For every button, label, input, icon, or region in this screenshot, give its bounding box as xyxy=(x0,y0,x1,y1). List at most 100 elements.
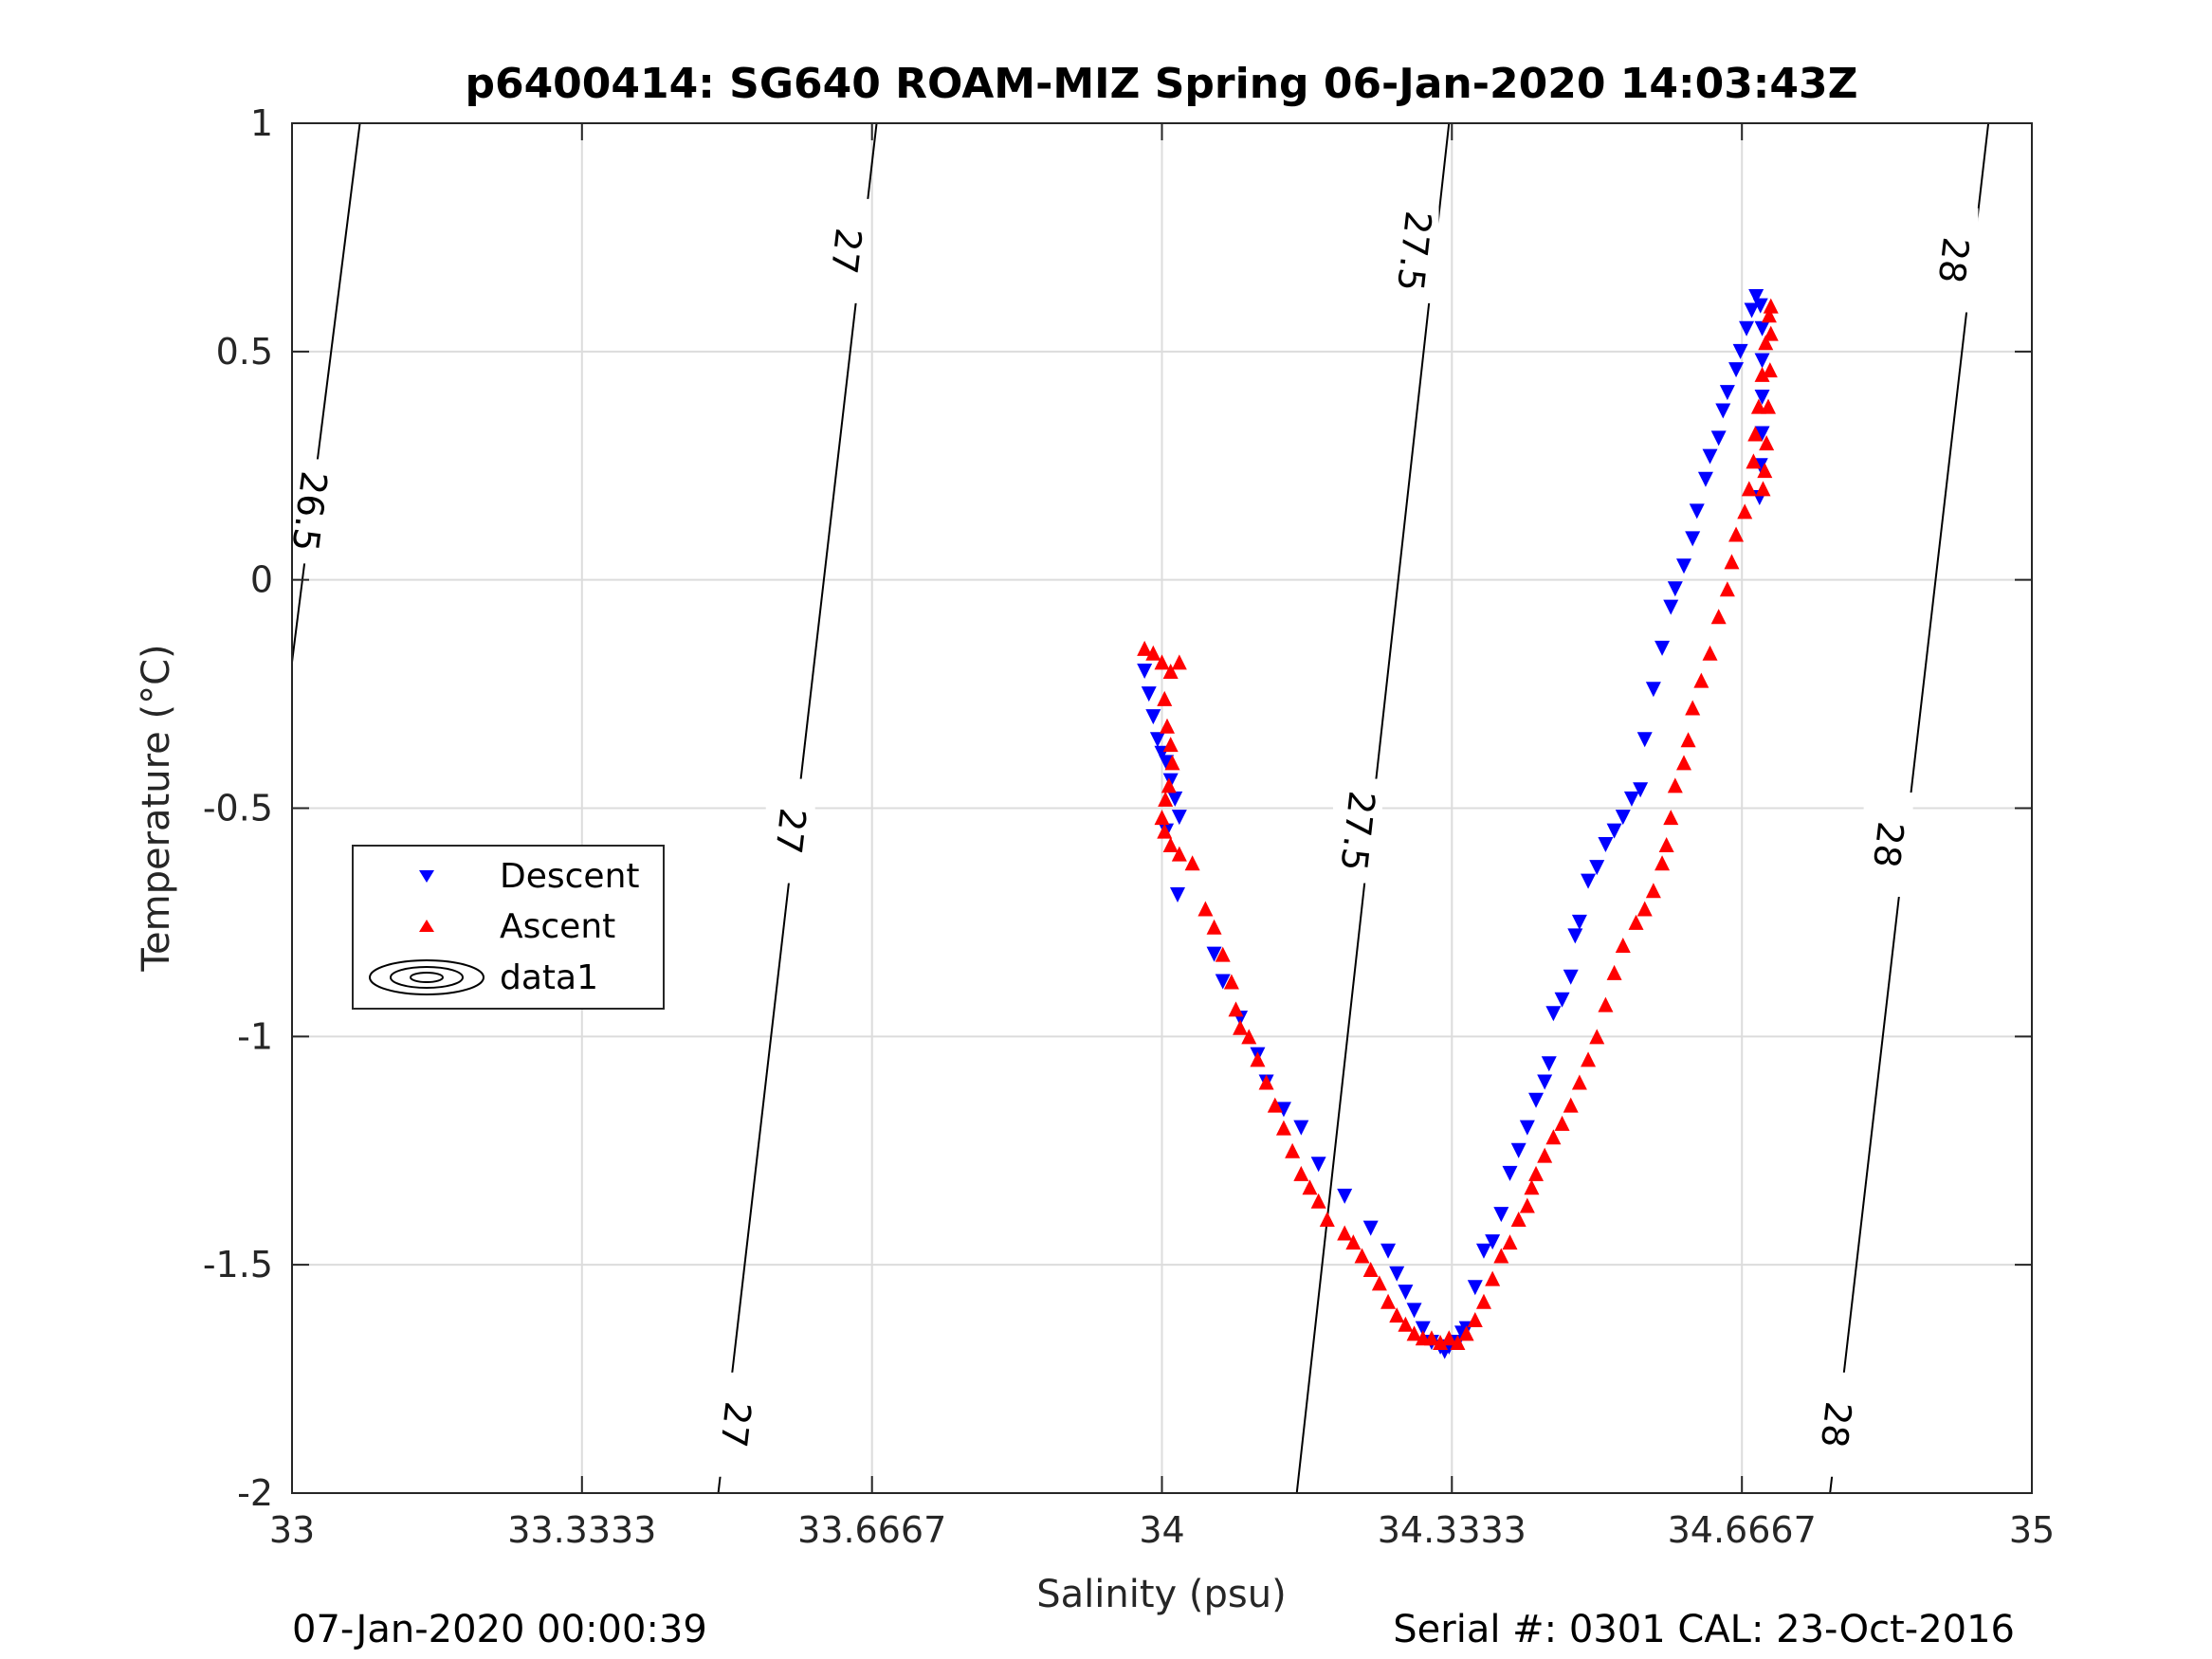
ascent-point xyxy=(1161,777,1177,793)
ascent-point xyxy=(1760,398,1776,414)
ascent-point xyxy=(1628,914,1644,930)
descent-point xyxy=(1510,1142,1526,1158)
descent-point xyxy=(1754,320,1770,337)
descent-point xyxy=(1571,914,1587,930)
ascent-point xyxy=(1345,1234,1362,1250)
descent-point xyxy=(1732,343,1748,359)
descent-point xyxy=(1415,1321,1431,1337)
y-axis-label: Temperature (°C) xyxy=(135,644,178,972)
ascent-point xyxy=(1663,810,1679,826)
descent-point xyxy=(1567,928,1583,944)
descent-point xyxy=(1537,1074,1553,1090)
descent-point xyxy=(1645,682,1661,698)
descent-point xyxy=(1667,581,1683,597)
ascent-point xyxy=(1137,640,1153,656)
ascent-point xyxy=(1310,1193,1326,1209)
x-tick-label: 33 xyxy=(269,1509,315,1551)
contour-label: 27.5 xyxy=(1389,209,1439,293)
ascent-point xyxy=(1763,298,1779,314)
descent-point xyxy=(1362,1220,1379,1236)
data-points xyxy=(1137,289,1779,1359)
ascent-point xyxy=(1571,1074,1587,1090)
descent-point xyxy=(1554,992,1570,1008)
ascent-point xyxy=(1763,325,1779,341)
ascent-point xyxy=(1737,503,1753,520)
descent-point xyxy=(1519,1120,1535,1136)
contour-label: 27 xyxy=(823,226,869,276)
descent-point xyxy=(1739,320,1755,337)
descent-point xyxy=(1623,791,1639,807)
descent-point xyxy=(1654,640,1671,656)
descent-point xyxy=(1162,773,1179,789)
ascent-point xyxy=(1258,1074,1274,1090)
descent-point xyxy=(1528,1092,1545,1108)
ascent-point xyxy=(1389,1307,1405,1323)
ascent-point xyxy=(1184,855,1200,871)
y-tick-label: 0 xyxy=(250,559,273,601)
ascent-point xyxy=(1757,463,1773,479)
ascent-point xyxy=(1724,554,1740,570)
descent-point xyxy=(1754,426,1770,442)
contour-label-bg xyxy=(1929,208,1979,313)
ascent-point xyxy=(1615,938,1631,953)
ascent-point xyxy=(1606,964,1622,980)
ascent-point xyxy=(1654,855,1671,871)
ascent-point xyxy=(1747,426,1764,442)
ascent-point xyxy=(1537,1147,1553,1163)
descent-point xyxy=(1545,1006,1562,1022)
descent-point xyxy=(1563,969,1579,985)
descent-point xyxy=(1685,531,1701,547)
ascent-point xyxy=(1380,1293,1397,1309)
x-tick-label: 33.6667 xyxy=(797,1509,946,1551)
descent-point xyxy=(1337,1188,1353,1204)
ascent-point xyxy=(1645,883,1661,899)
ascent-point xyxy=(1741,481,1757,497)
ascent-point xyxy=(1667,777,1683,793)
descent-point xyxy=(1389,1266,1405,1282)
ascent-point xyxy=(1746,453,1762,469)
descent-point xyxy=(1406,1303,1422,1319)
footer-timestamp: 07-Jan-2020 00:00:39 xyxy=(292,1608,707,1651)
ascent-point xyxy=(1162,664,1179,679)
descent-point xyxy=(1710,430,1727,447)
descent-point xyxy=(1663,599,1679,615)
ascent-point xyxy=(1545,1129,1562,1145)
descent-point xyxy=(1170,887,1186,903)
ascent-point xyxy=(1719,581,1735,597)
ascent-point xyxy=(1754,366,1770,382)
descent-point xyxy=(1689,503,1705,520)
axes: 33 33.3333 33.6667 34 34.3333 34.6667 35 -2 -1.5… xyxy=(203,102,2055,1551)
contour-label: 28 xyxy=(1865,819,1911,869)
ascent-point xyxy=(1157,823,1173,839)
x-tick-label: 34.6667 xyxy=(1668,1509,1817,1551)
contour-label: 27 xyxy=(767,806,814,856)
descent-point xyxy=(1754,390,1770,405)
descent-point xyxy=(1589,860,1605,876)
descent-point xyxy=(1502,1165,1518,1181)
ascent-point xyxy=(1636,901,1653,917)
descent-point xyxy=(1145,709,1161,725)
ascent-point xyxy=(1406,1325,1422,1341)
ascent-point xyxy=(1241,1029,1257,1045)
contour-label: 27.5 xyxy=(1332,789,1382,873)
x-tick-label: 35 xyxy=(2009,1509,2055,1551)
ascent-point xyxy=(1581,1051,1597,1067)
descent-point xyxy=(1606,823,1622,839)
descent-point xyxy=(1467,1280,1483,1296)
contour-label-bg xyxy=(1863,793,1913,898)
ascent-point xyxy=(1154,810,1170,826)
ascent-point xyxy=(1154,654,1170,670)
ascent-point xyxy=(1750,398,1766,414)
ascent-point xyxy=(1493,1248,1509,1264)
ascent-point xyxy=(1458,1325,1474,1341)
descent-point xyxy=(1293,1120,1309,1136)
contour-label: 28 xyxy=(1930,235,1977,285)
ascent-point xyxy=(1450,1335,1466,1351)
contour-label-bg xyxy=(1811,1372,1861,1477)
contour-label-bg xyxy=(284,459,335,564)
ascent-point xyxy=(1589,1029,1605,1045)
ascent-point xyxy=(1467,1311,1483,1327)
ascent-point xyxy=(1676,755,1691,771)
ascent-point xyxy=(1519,1197,1535,1213)
